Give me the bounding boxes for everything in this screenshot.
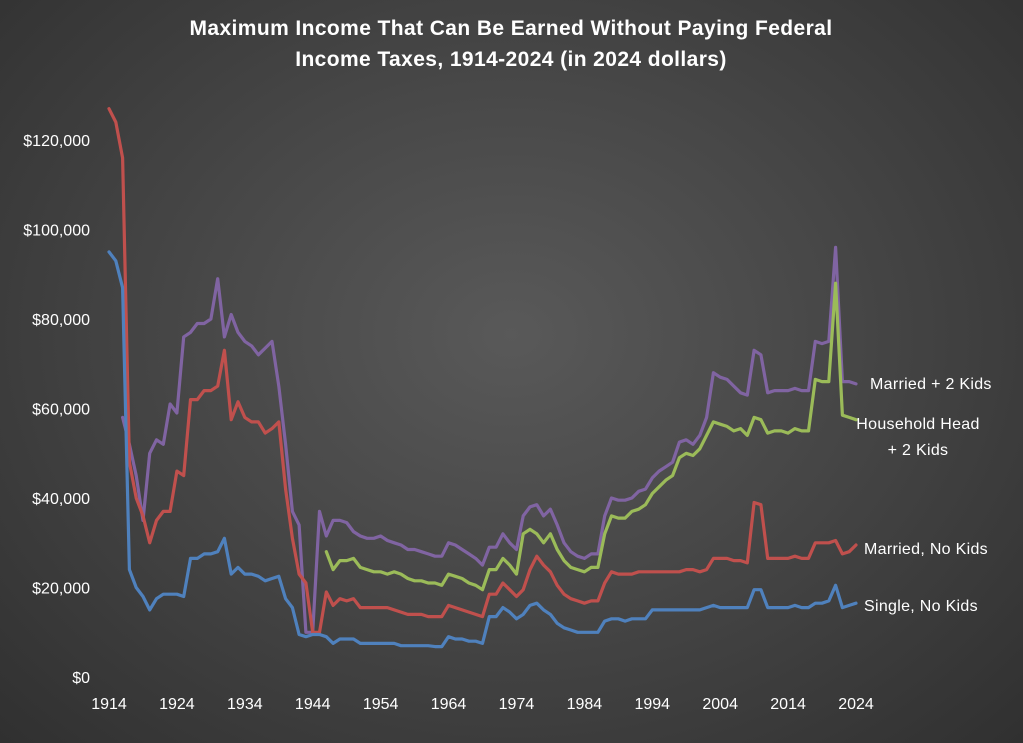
series-lines [107, 107, 858, 649]
x-tick-label: 2024 [838, 696, 874, 713]
series-label: Household Head [856, 416, 979, 433]
chart-title: Maximum Income That Can Be Earned Withou… [190, 17, 833, 71]
x-tick-label: 2004 [702, 696, 738, 713]
series-line-single-no-kids [107, 250, 858, 649]
x-tick-label: 1964 [431, 696, 467, 713]
x-tick-label: 1914 [91, 696, 127, 713]
x-tick-label: 1954 [363, 696, 399, 713]
y-tick-label: $20,000 [32, 581, 90, 598]
y-tick-label: $0 [72, 670, 90, 687]
x-axis-ticks: 1914 1924 1934 1944 1954 1964 1974 1984 1994 2004… [91, 696, 874, 713]
x-tick-label: 1944 [295, 696, 331, 713]
series-label: Single, No Kids [864, 598, 978, 615]
x-tick-label: 1984 [567, 696, 603, 713]
y-tick-label: $60,000 [32, 402, 90, 419]
chart-title-line-2: Income Taxes, 1914-2024 (in 2024 dollars… [295, 48, 727, 71]
y-tick-label: $100,000 [23, 223, 90, 240]
series-label: + 2 Kids [888, 442, 949, 459]
x-tick-label: 1974 [499, 696, 535, 713]
x-tick-label: 1994 [634, 696, 670, 713]
series-label: Married + 2 Kids [870, 376, 992, 393]
x-tick-label: 1934 [227, 696, 263, 713]
x-tick-label: 1924 [159, 696, 195, 713]
series-line-married-no-kids [107, 107, 858, 634]
y-tick-label: $80,000 [32, 312, 90, 329]
y-axis-ticks: $0 $20,000 $40,000 $60,000 $80,000 $100,000 $1… [23, 133, 90, 687]
series-label: Married, No Kids [864, 541, 988, 558]
y-tick-label: $120,000 [23, 133, 90, 150]
x-tick-label: 2014 [770, 696, 806, 713]
y-tick-label: $40,000 [32, 491, 90, 508]
series-line-married-2-kids [121, 245, 858, 634]
series-labels: Married + 2 Kids Household Head + 2 Kids Ma… [856, 376, 991, 615]
chart-title-line-1: Maximum Income That Can Be Earned Withou… [190, 17, 833, 40]
series-line-household-head-2-kids [324, 281, 858, 592]
